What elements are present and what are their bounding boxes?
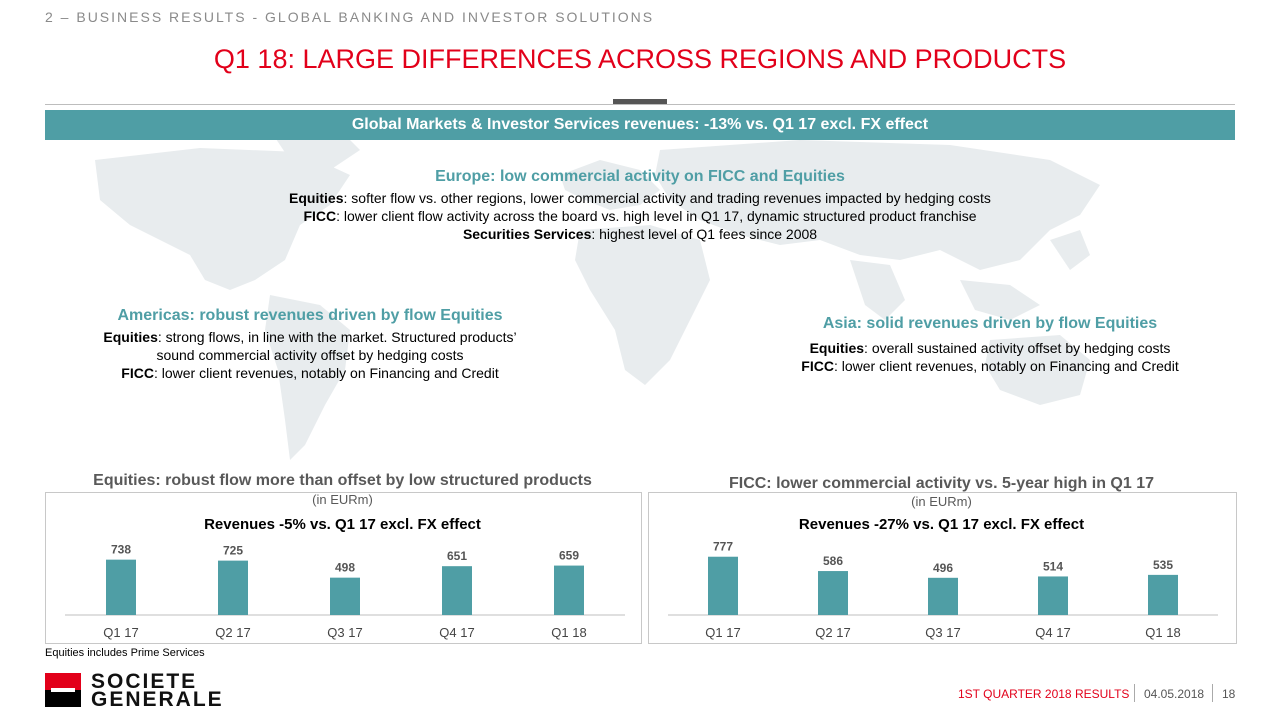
asia-equities-label: Equities: [809, 340, 865, 356]
data-label: 535: [1153, 558, 1173, 572]
bar: [442, 566, 472, 615]
asia-ficc-line: FICC: lower client revenues, notably on …: [750, 357, 1230, 375]
footnote: Equities includes Prime Services: [45, 647, 205, 659]
title-accent-bar: [613, 99, 667, 104]
americas-ficc-label: FICC: [121, 365, 154, 381]
bar: [218, 560, 248, 615]
asia-ficc-text: : lower client revenues, notably on Fina…: [833, 358, 1179, 374]
ficc-chart-unit: (in EURm): [911, 494, 972, 509]
logo-text-line1: SOCIETE: [91, 670, 198, 693]
footer-separator: [1212, 684, 1213, 702]
ficc-chart-title: FICC: lower commercial activity vs. 5-ye…: [720, 475, 1163, 492]
equities-chart-unit: (in EURm): [312, 492, 373, 507]
asia-block: Asia: solid revenues driven by flow Equi…: [750, 315, 1230, 375]
americas-equities-line: Equities: strong flows, in line with the…: [45, 328, 575, 346]
europe-equities-text: : softer flow vs. other regions, lower c…: [343, 190, 991, 206]
americas-ficc-text: : lower client revenues, notably on Fina…: [153, 365, 499, 381]
americas-heading: Americas: robust revenues driven by flow…: [117, 307, 503, 324]
americas-block: Americas: robust revenues driven by flow…: [45, 307, 575, 382]
x-tick-label: Q3 17: [925, 625, 960, 640]
data-label: 738: [111, 543, 131, 557]
x-tick-label: Q2 17: [815, 625, 850, 640]
bar: [818, 571, 848, 615]
equities-chart-panel: [45, 492, 642, 644]
revenue-banner: Global Markets & Investor Services reven…: [45, 110, 1235, 140]
equities-chart-subtitle: Revenues -5% vs. Q1 17 excl. FX effect: [204, 516, 481, 533]
x-tick-label: Q1 17: [705, 625, 740, 640]
americas-equities-cont: sound commercial activity offset by hedg…: [156, 347, 464, 363]
page-title: Q1 18: LARGE DIFFERENCES ACROSS REGIONS …: [213, 44, 1067, 74]
data-label: 725: [223, 544, 243, 558]
footer-report-title: 1ST QUARTER 2018 RESULTS: [958, 687, 1130, 701]
europe-securities-line: Securities Services: highest level of Q1…: [200, 225, 1080, 243]
europe-equities-line: Equities: softer flow vs. other regions,…: [200, 189, 1080, 207]
europe-securities-label: Securities Services: [462, 226, 592, 242]
ficc-chart-panel: [648, 492, 1237, 644]
data-label: 496: [933, 561, 953, 575]
x-tick-label: Q1 17: [103, 625, 138, 640]
asia-equities-text: : overall sustained activity offset by h…: [864, 340, 1171, 356]
ficc-bar-chart: 777 Q1 17 586 Q2 17 496 Q3 17 514 Q4 17 535 Q1 18: [668, 540, 1218, 640]
asia-ficc-label: FICC: [801, 358, 834, 374]
x-tick-label: Q1 18: [551, 625, 586, 640]
world-map-background: [95, 130, 1100, 460]
bar: [330, 577, 360, 615]
equities-chart-header: Equities: robust flow more than offset b…: [45, 472, 640, 490]
europe-securities-text: : highest level of Q1 fees since 2008: [591, 226, 818, 242]
bar: [708, 556, 738, 615]
data-label: 514: [1043, 559, 1063, 573]
europe-block: Europe: low commercial activity on FICC …: [200, 168, 1080, 243]
asia-heading: Asia: solid revenues driven by flow Equi…: [822, 315, 1158, 332]
logo-text-line2: GENERALE: [91, 688, 224, 711]
footer-date: 04.05.2018: [1144, 687, 1205, 701]
equities-chart-title: Equities: robust flow more than offset b…: [85, 472, 600, 489]
ficc-chart-header: FICC: lower commercial activity vs. 5-ye…: [648, 475, 1235, 493]
data-label: 651: [447, 549, 467, 563]
section-header: 2 – BUSINESS RESULTS - GLOBAL BANKING AN…: [45, 9, 655, 25]
data-label: 659: [559, 549, 579, 563]
x-tick-label: Q4 17: [1035, 625, 1070, 640]
equities-bar-chart: 738 Q1 17 725 Q2 17 498 Q3 17 651 Q4 17 659 Q1 18: [65, 543, 625, 640]
bar: [1038, 576, 1068, 615]
data-label: 498: [335, 561, 355, 575]
americas-equities-text: : strong flows, in line with the market.…: [157, 329, 517, 345]
bar: [928, 577, 958, 615]
ficc-chart-subtitle: Revenues -27% vs. Q1 17 excl. FX effect: [798, 516, 1085, 533]
data-label: 777: [713, 540, 733, 554]
logo-mark: [45, 673, 81, 707]
bar: [106, 559, 136, 615]
europe-ficc-text: : lower client flow activity across the …: [336, 208, 977, 224]
data-label: 586: [823, 554, 843, 568]
x-tick-label: Q2 17: [215, 625, 250, 640]
europe-equities-label: Equities: [289, 190, 344, 206]
x-tick-label: Q4 17: [439, 625, 474, 640]
footer-separator: [1134, 684, 1135, 702]
x-tick-label: Q1 18: [1145, 625, 1180, 640]
europe-ficc-label: FICC: [303, 208, 337, 224]
americas-ficc-line: FICC: lower client revenues, notably on …: [45, 364, 575, 382]
americas-equities-label: Equities: [103, 329, 158, 345]
bar: [1148, 574, 1178, 615]
title-divider: [45, 104, 1235, 105]
footer-page-number: 18: [1222, 687, 1236, 701]
europe-ficc-line: FICC: lower client flow activity across …: [200, 207, 1080, 225]
x-tick-label: Q3 17: [327, 625, 362, 640]
europe-heading: Europe: low commercial activity on FICC …: [435, 168, 845, 185]
asia-equities-line: Equities: overall sustained activity off…: [750, 339, 1230, 357]
bar: [554, 565, 584, 615]
